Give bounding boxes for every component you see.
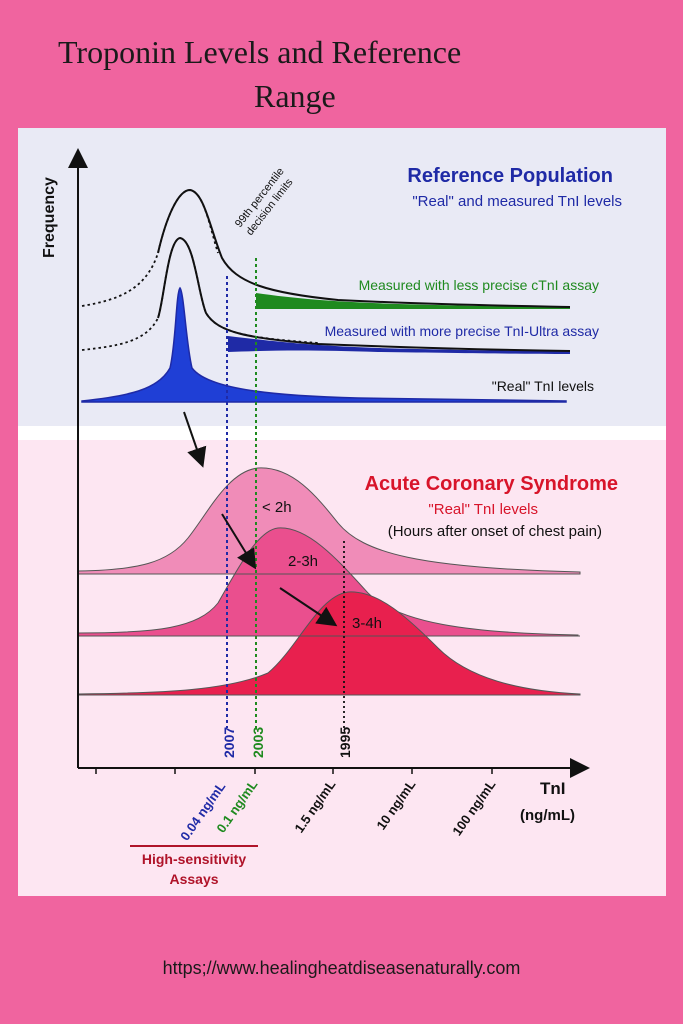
label-real-tni: "Real" TnI levels — [492, 378, 594, 394]
precise-assay-curve — [157, 236, 571, 352]
arrow-lt2h-to-2-3h — [221, 513, 257, 570]
acs-curve-3-4h — [77, 591, 581, 696]
y-axis-label: Frequency — [41, 177, 58, 258]
footer-url: https;//www.healingheatdiseasenaturally.… — [162, 958, 521, 978]
reference-subtitle: "Real" and measured TnI levels — [412, 193, 622, 210]
less-precise-assay-dotted — [81, 189, 219, 307]
label-less-precise: Measured with less precise cTnI assay — [359, 277, 599, 293]
reference-band — [18, 128, 666, 426]
year-label-1995: 1995 — [337, 727, 353, 758]
label-3-4h: 3-4h — [352, 615, 382, 632]
band-divider — [18, 426, 666, 440]
x-axis-tick-marks — [95, 768, 493, 774]
x-tick-1-5: 1.5 ng/mL — [291, 777, 338, 835]
acs-curve-lt-2h — [77, 467, 581, 575]
acs-curve-2-3h — [77, 527, 579, 637]
x-tick-100: 100 ng/mL — [449, 777, 498, 838]
title-line-1: Troponin Levels and Reference — [58, 34, 462, 70]
x-axis-label: TnI — [540, 779, 566, 798]
diagram-panel: Frequency Reference Population "Real" an… — [18, 128, 666, 896]
high-sensitivity-label-2: Assays — [169, 871, 218, 887]
label-2-3h: 2-3h — [288, 553, 318, 570]
high-sensitivity-label-1: High-sensitivity — [142, 851, 246, 867]
title-line-2: Range — [254, 78, 336, 114]
x-axis-unit: (ng/mL) — [520, 807, 575, 824]
arrow-2-3h-to-3-4h — [279, 587, 338, 627]
label-lt-2h: < 2h — [262, 499, 292, 516]
arrow-to-acs — [183, 411, 207, 468]
less-precise-assay-tail — [256, 293, 570, 309]
acs-subtitle: "Real" TnI levels — [428, 501, 538, 518]
less-precise-assay-curve — [157, 188, 571, 308]
x-tick-0-04: 0.04 ng/mL — [177, 779, 228, 843]
x-tick-10: 10 ng/mL — [373, 777, 418, 832]
year-label-2007: 2007 — [221, 727, 237, 758]
label-more-precise: Measured with more precise TnI-Ultra ass… — [325, 323, 599, 339]
troponin-diagram: Frequency Reference Population "Real" an… — [41, 148, 622, 887]
acs-title: Acute Coronary Syndrome — [365, 473, 618, 495]
real-tni-curve — [81, 286, 567, 403]
reference-title: Reference Population — [407, 165, 613, 187]
year-label-2003: 2003 — [250, 727, 266, 758]
precise-assay-tail — [228, 336, 570, 354]
acs-note: (Hours after onset of chest pain) — [388, 523, 602, 540]
